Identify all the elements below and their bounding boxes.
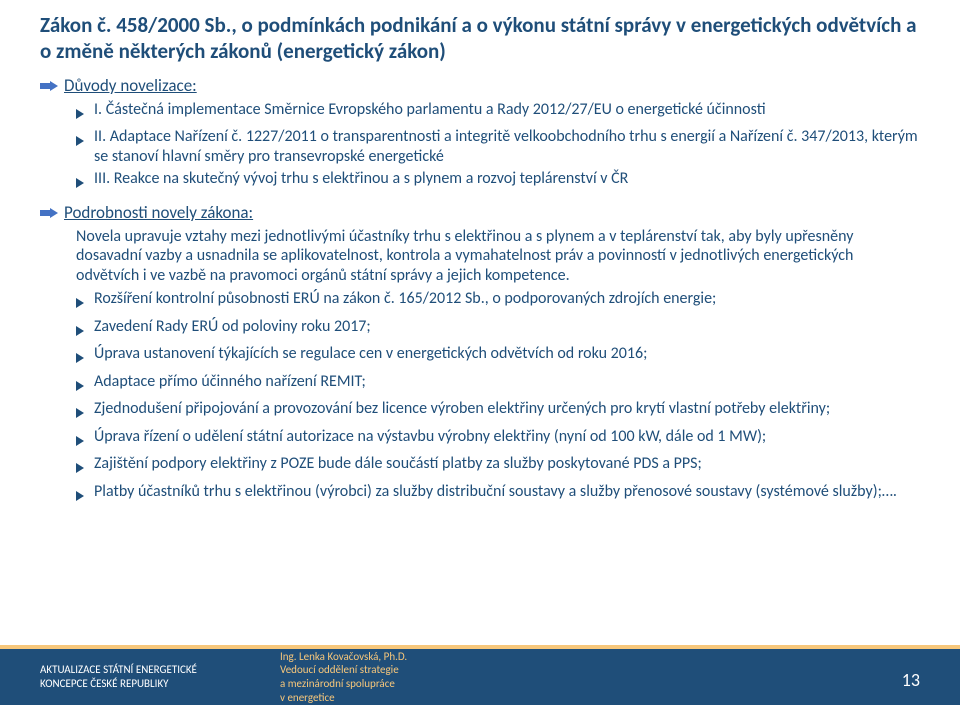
section-reasons: Důvody novelizace: (40, 75, 920, 96)
triangle-icon (76, 322, 86, 342)
footer-mid-line4: v energetice (280, 691, 540, 705)
triangle-icon (76, 487, 86, 507)
list-item: Adaptace přímo účinného nařízení REMIT; (76, 372, 920, 397)
footer-mid-line3: a mezinárodní spolupráce (280, 677, 540, 691)
triangle-icon (76, 459, 86, 479)
section-reasons-label: Důvody novelizace: (64, 75, 197, 96)
list-item: Zavedení Rady ERÚ od poloviny roku 2017; (76, 317, 920, 342)
triangle-icon (76, 294, 86, 314)
reason-text: II. Adaptace Nařízení č. 1227/2011 o tra… (94, 127, 920, 167)
list-item: Úprava řízení o udělení státní autorizac… (76, 427, 920, 452)
detail-text: Zajištění podpory elektřiny z POZE bude … (94, 454, 702, 474)
detail-text: Úprava ustanovení týkajících se regulace… (94, 344, 647, 364)
triangle-icon (76, 132, 86, 152)
list-item: Zjednodušení připojování a provozování b… (76, 399, 920, 424)
arrow-icon (40, 208, 58, 218)
triangle-icon (76, 404, 86, 424)
triangle-icon (76, 105, 86, 125)
footer-mid-line2: Vedoucí oddělení strategie (280, 663, 540, 677)
detail-text: Úprava řízení o udělení státní autorizac… (94, 427, 766, 447)
details-paragraph: Novela upravuje vztahy mezi jednotlivými… (76, 227, 920, 286)
footer-left-line1: AKTUALIZACE STÁTNÍ ENERGETICKÉ (40, 663, 280, 677)
list-item: Platby účastníků trhu s elektřinou (výro… (76, 482, 920, 507)
footer: AKTUALIZACE STÁTNÍ ENERGETICKÉ KONCEPCE … (0, 649, 960, 705)
footer-left: AKTUALIZACE STÁTNÍ ENERGETICKÉ KONCEPCE … (40, 663, 280, 691)
reason-text: III. Reakce na skutečný vývoj trhu s ele… (94, 169, 628, 189)
detail-text: Rozšíření kontrolní působnosti ERÚ na zá… (94, 289, 716, 309)
triangle-icon (76, 174, 86, 194)
detail-text: Zjednodušení připojování a provozování b… (94, 399, 830, 419)
triangle-icon (76, 349, 86, 369)
reasons-list: I. Částečná implementace Směrnice Evrops… (76, 100, 920, 194)
triangle-icon (76, 377, 86, 397)
detail-text: Zavedení Rady ERÚ od poloviny roku 2017; (94, 317, 371, 337)
section-details-label: Podrobnosti novely zákona: (64, 202, 253, 223)
details-list: Rozšíření kontrolní působnosti ERÚ na zá… (76, 289, 920, 506)
slide-title: Zákon č. 458/2000 Sb., o podmínkách podn… (40, 12, 920, 65)
footer-mid: Ing. Lenka Kovačovská, Ph.D. Vedoucí odd… (280, 650, 540, 705)
page-number: 13 (902, 669, 920, 691)
triangle-icon (76, 432, 86, 452)
list-item: Rozšíření kontrolní působnosti ERÚ na zá… (76, 289, 920, 314)
footer-mid-line1: Ing. Lenka Kovačovská, Ph.D. (280, 650, 540, 664)
slide: Zákon č. 458/2000 Sb., o podmínkách podn… (0, 0, 960, 705)
detail-text: Adaptace přímo účinného nařízení REMIT; (94, 372, 366, 392)
list-item: I. Částečná implementace Směrnice Evrops… (76, 100, 920, 125)
list-item: Zajištění podpory elektřiny z POZE bude … (76, 454, 920, 479)
list-item: II. Adaptace Nařízení č. 1227/2011 o tra… (76, 127, 920, 167)
list-item: Úprava ustanovení týkajících se regulace… (76, 344, 920, 369)
section-details: Podrobnosti novely zákona: (40, 202, 920, 223)
footer-left-line2: KONCEPCE ČESKÉ REPUBLIKY (40, 677, 280, 691)
reason-text: I. Částečná implementace Směrnice Evrops… (94, 100, 766, 120)
list-item: III. Reakce na skutečný vývoj trhu s ele… (76, 169, 920, 194)
detail-text: Platby účastníků trhu s elektřinou (výro… (94, 482, 897, 502)
arrow-icon (40, 81, 58, 91)
